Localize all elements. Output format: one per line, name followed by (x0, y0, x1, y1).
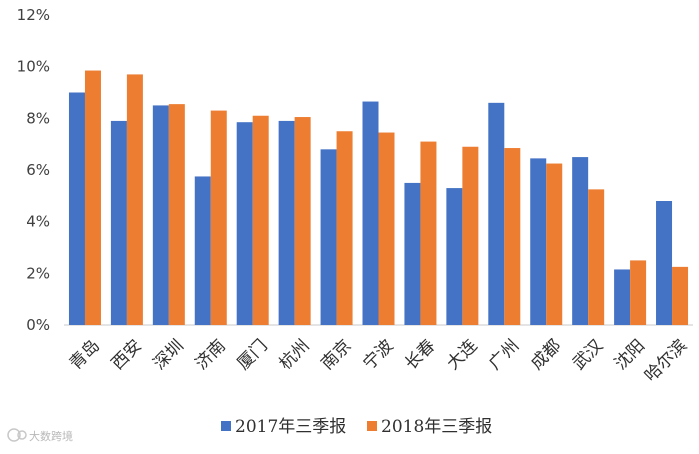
bar-2018 (420, 141, 437, 325)
bar-2017 (320, 149, 337, 325)
y-tick-label: 4% (26, 213, 50, 231)
bar-2018 (588, 189, 605, 325)
x-tick-label: 长春 (401, 336, 439, 374)
x-tick-label: 济南 (192, 336, 230, 374)
bar-2018 (462, 146, 479, 325)
bar-2017 (194, 176, 211, 325)
bar-2018 (378, 132, 395, 325)
bar-2017 (152, 105, 169, 326)
watermark-text: 大数跨境 (29, 429, 73, 443)
legend-swatch-2018 (367, 421, 377, 431)
bar-2018 (126, 74, 143, 326)
bar-2017 (530, 158, 547, 325)
y-tick-label: 0% (26, 316, 50, 334)
y-tick-label: 8% (26, 109, 50, 127)
bar-2018 (336, 131, 353, 325)
y-tick-label: 10% (17, 58, 50, 76)
bar-2018 (672, 266, 689, 325)
bar-2018 (630, 260, 647, 325)
bar-2017 (362, 101, 379, 326)
bar-2017 (278, 120, 295, 326)
x-tick-label: 哈尔滨 (641, 336, 691, 386)
bar-2017 (110, 120, 127, 326)
x-tick-label: 杭州 (275, 336, 313, 374)
bar-2017 (236, 122, 253, 325)
x-tick-label: 深圳 (150, 336, 188, 374)
y-axis-ticks: 0% 2% 4% 6% 8% 10% 12% (17, 6, 50, 334)
bar-2018 (252, 115, 269, 325)
watermark: 大数跨境 (7, 428, 73, 443)
x-tick-label: 广州 (485, 336, 523, 374)
legend: 2017年三季报 2018年三季报 (221, 417, 492, 437)
bars (68, 70, 689, 326)
bar-2018 (210, 110, 227, 325)
y-tick-label: 12% (17, 6, 50, 24)
legend-swatch-2017 (221, 421, 231, 431)
x-tick-label: 大连 (443, 336, 481, 374)
bar-2018 (504, 148, 521, 325)
x-tick-label: 西安 (108, 336, 146, 374)
x-tick-label: 成都 (527, 336, 565, 374)
x-tick-label: 宁波 (359, 336, 397, 374)
bar-2017 (488, 102, 505, 325)
legend-label-2018: 2018年三季报 (381, 417, 492, 437)
x-tick-label: 青岛 (66, 336, 104, 374)
watermark-logo-icon (7, 428, 27, 442)
x-tick-label: 南京 (317, 336, 355, 374)
bar-2017 (656, 201, 673, 325)
bar-2017 (572, 157, 589, 325)
x-tick-label: 武汉 (569, 336, 607, 374)
bar-2017 (614, 269, 631, 325)
y-tick-label: 2% (26, 264, 50, 282)
y-tick-label: 6% (26, 161, 50, 179)
legend-label-2017: 2017年三季报 (235, 417, 346, 437)
bar-2017 (68, 92, 85, 325)
bar-2018 (546, 163, 563, 325)
bar-2018 (84, 70, 101, 326)
bar-2018 (294, 117, 311, 326)
bar-2017 (404, 182, 421, 325)
x-tick-label: 厦门 (234, 336, 272, 374)
bar-2017 (446, 188, 463, 325)
bar-2018 (168, 104, 185, 325)
